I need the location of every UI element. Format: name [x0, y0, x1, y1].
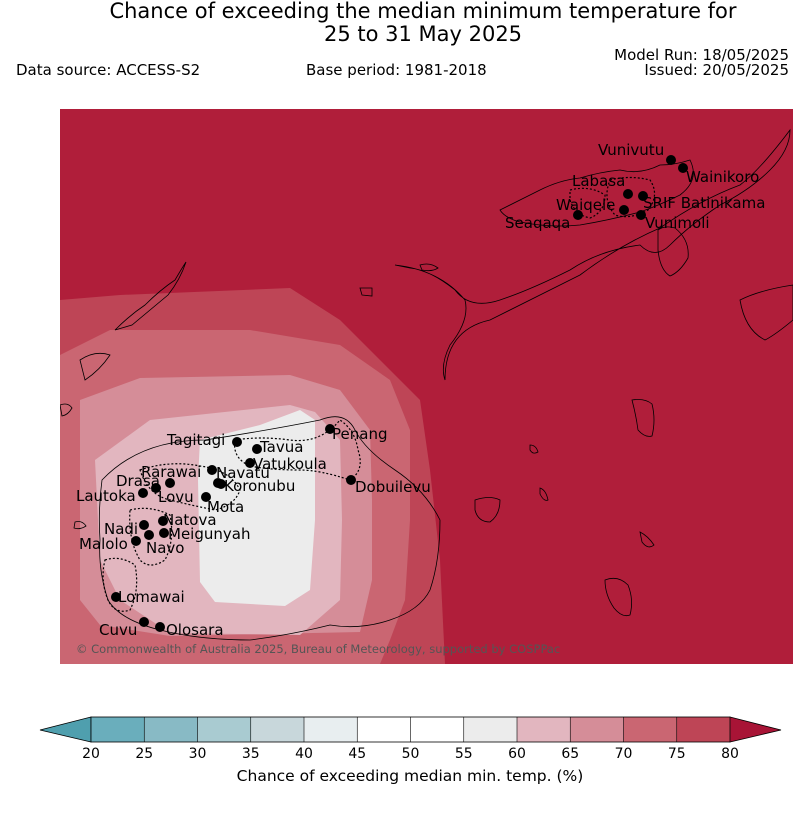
colorbar-tick-label: 65: [561, 746, 579, 762]
station-marker-vunivutu: [666, 155, 676, 165]
station-marker-lovu: [165, 478, 175, 488]
station-label-lovu: Lovu: [158, 488, 194, 506]
station-marker-koronubu: [216, 479, 226, 489]
station-marker-cuvu: [139, 617, 149, 627]
colorbar: 20 25 30 35 40 45 50 55 60 65 70 75 80 Chance of exc…: [39, 716, 782, 785]
colorbar-tick-label: 30: [189, 746, 207, 762]
model-run: Model Run: 18/05/2025: [614, 46, 789, 64]
colorbar-segment: [91, 717, 145, 742]
colorbar-segment: [410, 717, 465, 742]
station-marker-meigunyah: [159, 528, 169, 538]
station-marker-navo: [144, 530, 154, 540]
station-label-vatukoula: Vatukoula: [253, 455, 327, 473]
colorbar-tick-label: 45: [348, 746, 366, 762]
station-marker-waiqele: [619, 205, 629, 215]
station-label-navo: Navo: [146, 539, 184, 557]
colorbar-segment: [517, 717, 571, 742]
station-label-natova: Natova: [163, 511, 217, 529]
base-period: Base period: 1981-2018: [306, 61, 487, 79]
station-label-drasa: Drasa: [116, 472, 160, 490]
station-marker-labasa: [623, 189, 633, 199]
station-marker-olosara: [155, 622, 165, 632]
colorbar-segments: [91, 717, 731, 742]
station-label-vunivutu: Vunivutu: [598, 141, 664, 159]
station-label-penang: Penang: [332, 425, 387, 443]
station-marker-drasa: [151, 483, 161, 493]
station-label-nadi: Nadi: [104, 520, 138, 538]
station-label-olosara: Olosara: [166, 621, 224, 639]
station-marker-nadi: [139, 520, 149, 530]
colorbar-segment: [357, 717, 411, 742]
station-label-wainikoro: Wainikoro: [686, 168, 759, 186]
map-title: Chance of exceeding the median minimum t…: [0, 0, 804, 46]
colorbar-high-extension: [729, 716, 782, 743]
colorbar-segment: [463, 717, 518, 742]
station-marker-penang: [325, 424, 335, 434]
station-marker-tagitagi: [232, 437, 242, 447]
station-marker-tavua: [252, 444, 262, 454]
station-label-labasa: Labasa: [572, 172, 625, 190]
station-label-lautoka: Lautoka: [76, 487, 136, 505]
station-marker-srif-batinikama: [638, 191, 648, 201]
colorbar-tick-label: 60: [508, 746, 526, 762]
district-boundaries: [102, 176, 656, 612]
coastlines: [60, 128, 793, 641]
station-marker-malolo: [131, 536, 141, 546]
colorbar-tick-label: 40: [295, 746, 313, 762]
station-label-rarawai: Rarawai: [141, 463, 201, 481]
colorbar-ticks: 20 25 30 35 40 45 50 55 60 65 70 75 80: [82, 717, 739, 762]
colorbar-segment: [197, 717, 252, 742]
data-source: Data source: ACCESS-S2: [16, 61, 201, 79]
station-label-cuvu: Cuvu: [99, 621, 137, 639]
station-label-lomawai: Lomawai: [118, 588, 185, 606]
station-label-meigunyah: Meigunyah: [168, 525, 250, 543]
colorbar-segment: [144, 717, 198, 742]
colorbar-tick-label: 50: [402, 746, 420, 762]
probability-contours: © Commonwealth of Australia 2025, Bureau…: [60, 109, 793, 664]
colorbar-segment: [570, 717, 624, 742]
colorbar-tick-label: 70: [615, 746, 633, 762]
colorbar-tick-label: 80: [721, 746, 739, 762]
station-label-dobuilevu: Dobuilevu: [355, 478, 431, 496]
station-label-tavua: Tavua: [259, 438, 303, 456]
station-marker-lautoka: [138, 488, 148, 498]
station-marker-seaqaqa: [573, 210, 583, 220]
title-line-2: 25 to 31 May 2025: [323, 22, 523, 46]
colorbar-tick-label: 25: [135, 746, 153, 762]
colorbar-segment: [250, 717, 305, 742]
station-markers: Vunivutu Wainikoro Labasa SRIF Batinikama Wa…: [76, 141, 765, 639]
station-label-mota: Mota: [207, 498, 244, 516]
issued-date: Issued: 20/05/2025: [644, 61, 789, 79]
colorbar-tick-label: 20: [82, 746, 100, 762]
colorbar-segment: [304, 717, 358, 742]
colorbar-segment: [676, 717, 731, 742]
station-marker-wainikoro: [678, 163, 688, 173]
station-label-vunimoli: Vunimoli: [645, 214, 710, 232]
station-label-koronubu: Koronubu: [224, 477, 295, 495]
station-label-waiqele: Waiqele: [556, 196, 615, 214]
station-marker-natova: [158, 516, 168, 526]
title-line-1: Chance of exceeding the median minimum t…: [109, 0, 737, 23]
colorbar-segment: [623, 717, 678, 742]
station-label-malolo: Malolo: [79, 535, 128, 553]
contour-50-55: [198, 410, 315, 606]
station-marker-vunimoli: [636, 210, 646, 220]
station-label-srif-batinikama: SRIF Batinikama: [643, 194, 765, 212]
station-marker-mota: [201, 492, 211, 502]
station-marker-lomawai: [111, 592, 121, 602]
colorbar-tick-label: 35: [242, 746, 260, 762]
colorbar-title: Chance of exceeding median min. temp. (%…: [237, 767, 584, 785]
colorbar-low-extension: [39, 716, 92, 743]
station-marker-dobuilevu: [346, 475, 356, 485]
station-label-navatu: Navatu: [216, 464, 270, 482]
colorbar-tick-label: 55: [455, 746, 473, 762]
station-label-tagitagi: Tagitagi: [166, 431, 225, 449]
station-marker-rarawai: [207, 465, 217, 475]
copyright-notice: © Commonwealth of Australia 2025, Bureau…: [76, 642, 560, 656]
colorbar-tick-label: 75: [668, 746, 686, 762]
station-label-seaqaqa: Seaqaqa: [505, 214, 570, 232]
station-marker-vatukoula: [245, 458, 255, 468]
